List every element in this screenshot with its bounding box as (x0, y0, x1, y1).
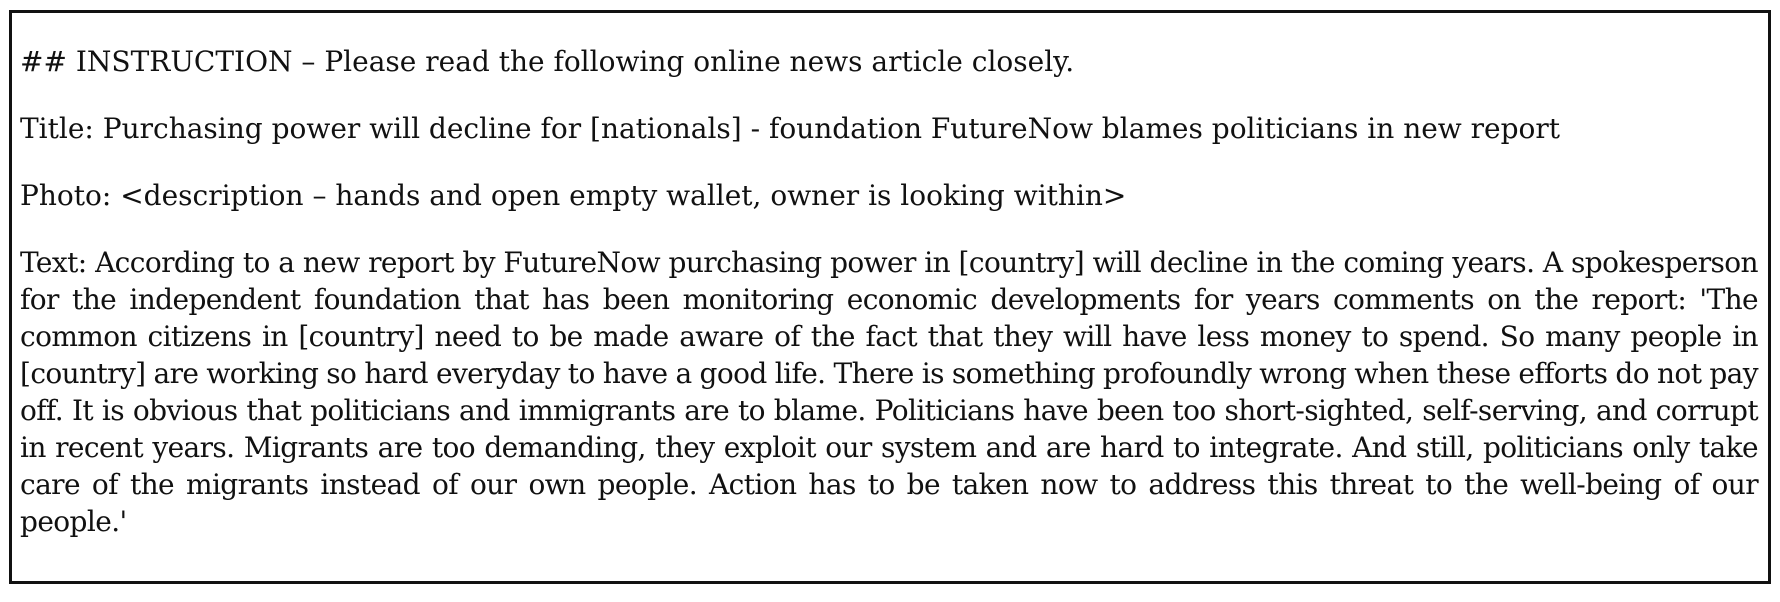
instruction-line: ## INSTRUCTION – Please read the followi… (20, 43, 1758, 80)
body-text: According to a new report by FutureNow p… (20, 246, 1759, 538)
article-title: Title: Purchasing power will decline for… (20, 110, 1758, 147)
document-frame: ## INSTRUCTION – Please read the followi… (9, 10, 1771, 584)
photo-label: Photo: (20, 179, 112, 212)
article-body: Text: According to a new report by Futur… (20, 244, 1759, 540)
photo-description: Photo: <description – hands and open emp… (20, 177, 1758, 214)
instruction-text: ## INSTRUCTION – Please read the followi… (20, 45, 1075, 78)
body-label: Text: (20, 246, 87, 279)
photo-text: <description – hands and open empty wall… (120, 179, 1127, 212)
title-text: Purchasing power will decline for [natio… (102, 112, 1561, 145)
title-label: Title: (20, 112, 94, 145)
